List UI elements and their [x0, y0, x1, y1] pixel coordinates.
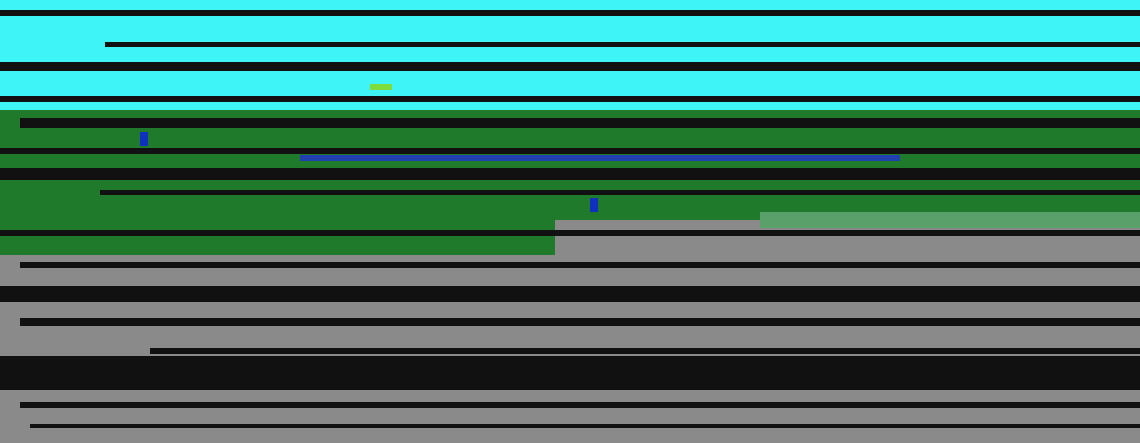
speck	[300, 155, 900, 161]
speck	[760, 212, 1140, 228]
band	[100, 190, 1140, 195]
noise-bands	[0, 10, 1140, 428]
band	[105, 42, 1140, 47]
band	[0, 356, 1140, 390]
band	[30, 424, 1140, 428]
band	[20, 402, 1140, 408]
band	[0, 286, 1140, 302]
speck	[140, 132, 148, 146]
color-specks	[140, 84, 1140, 228]
speck	[370, 84, 392, 90]
speck	[590, 198, 598, 212]
green-region	[0, 110, 1140, 220]
green-region	[0, 220, 555, 255]
band	[0, 148, 1140, 154]
band	[20, 262, 1140, 268]
band	[0, 230, 1140, 236]
band	[0, 96, 1140, 102]
band	[0, 62, 1140, 71]
band	[150, 348, 1140, 354]
band	[0, 10, 1140, 16]
band	[20, 118, 1140, 128]
band	[20, 318, 1140, 326]
band	[0, 168, 1140, 180]
